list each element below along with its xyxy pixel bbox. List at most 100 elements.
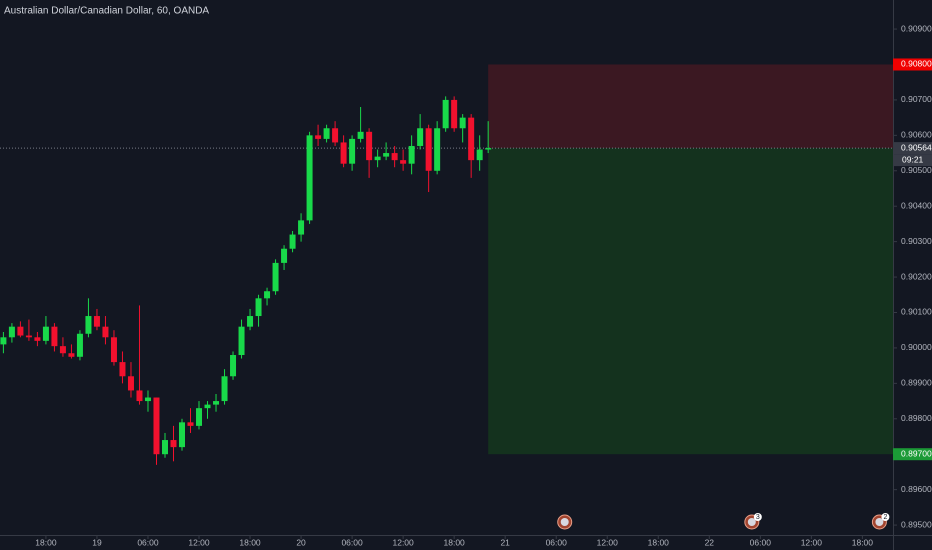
candle-body [332,128,339,143]
x-tick-label: 06:00 [546,537,568,547]
candle-body [357,131,364,139]
candle-body [425,128,432,171]
candle-body [230,355,237,377]
candle-body [110,337,117,363]
candle-body [85,316,92,334]
candle-body [102,326,109,338]
candle-body [408,145,415,164]
chart-title: Australian Dollar/Canadian Dollar, 60, O… [4,6,209,17]
candle-body [434,128,441,171]
candle-body [144,397,151,402]
countdown: 09:21 [902,154,924,164]
x-tick-label: 18:00 [852,537,874,547]
event-count: 3 [756,514,760,521]
x-tick-label: 18:00 [239,537,261,547]
y-tick-label: 0.90700 [901,94,932,104]
y-tick-label: 0.90100 [901,307,932,317]
candle-body [451,99,458,129]
y-tick-label: 0.90400 [901,200,932,210]
x-tick-label: 06:00 [341,537,363,547]
candle-body [349,138,356,164]
price-tag-label: 0.89700 [901,448,932,458]
x-tick-label: 20 [296,537,306,547]
x-tick-label: 18:00 [444,537,466,547]
price-tag-label: 0.90800 [901,59,932,69]
y-tick-label: 0.90300 [901,236,932,246]
y-tick-label: 0.90500 [901,165,932,175]
candle-body [459,117,466,129]
candle-body [213,401,220,405]
candle-body [281,248,288,263]
x-tick-label: 12:00 [392,537,414,547]
candle-body [298,220,305,235]
candle-body [417,128,424,146]
event-marker-inner [747,518,756,526]
y-tick-label: 0.89600 [901,484,932,494]
x-tick-label: 06:00 [750,537,772,547]
candle-body [315,135,322,139]
candle-body [34,337,41,341]
candle-body [0,337,7,345]
candle-body [179,422,186,448]
y-tick-label: 0.90000 [901,342,932,352]
candle-body [272,262,279,292]
candle-body [17,326,24,336]
candle-body [51,326,58,347]
candle-body [25,335,32,338]
candle-body [468,117,475,161]
countdown-box [893,154,932,167]
candle-body [221,376,228,402]
y-tick-label: 0.89900 [901,378,932,388]
x-tick-label: 06:00 [137,537,159,547]
y-tick-label: 0.89800 [901,413,932,423]
candle-body [442,99,449,129]
x-tick-label: 22 [705,537,715,547]
candle-body [255,298,262,317]
candle-body [366,131,373,161]
y-tick-label: 0.90200 [901,271,932,281]
event-marker-inner [560,518,569,526]
candle-body [289,234,296,249]
event-badge [881,513,890,521]
candle-body [59,346,66,354]
candle-body [8,326,15,338]
price-tag-label: 0.90564 [901,142,932,152]
y-tick-label: 0.90900 [901,23,932,33]
event-badge [753,513,762,521]
x-tick-label: 18:00 [648,537,670,547]
x-tick-label: 21 [500,537,510,547]
x-tick-label: 12:00 [801,537,823,547]
y-tick-label: 0.89500 [901,519,932,529]
candle-body [196,408,203,426]
price-tag [893,448,932,461]
candle-body [153,397,160,455]
candle-body [374,156,381,161]
candle-body [68,353,75,357]
candle-body [340,142,347,164]
candle-body [136,390,143,402]
candle-body [247,316,254,327]
candle-body [323,128,330,139]
x-tick-label: 12:00 [597,537,619,547]
candle-body [119,362,126,377]
event-marker-inner [875,518,884,526]
candle-body [238,326,245,356]
candle-body [76,333,83,357]
price-tag [893,58,932,71]
candle-body [42,326,49,341]
candle-body [93,316,100,327]
candle-body [306,135,313,221]
candle-body [204,404,211,409]
candle-body [485,148,492,150]
candle-body [170,440,177,448]
candle-body [187,422,194,426]
candle-body [476,149,483,161]
candle-body [383,153,390,157]
candle-body [391,153,398,161]
candle-body [161,440,168,455]
x-tick-label: 19 [92,537,102,547]
candle-body [127,376,134,391]
target-zone [488,148,893,455]
